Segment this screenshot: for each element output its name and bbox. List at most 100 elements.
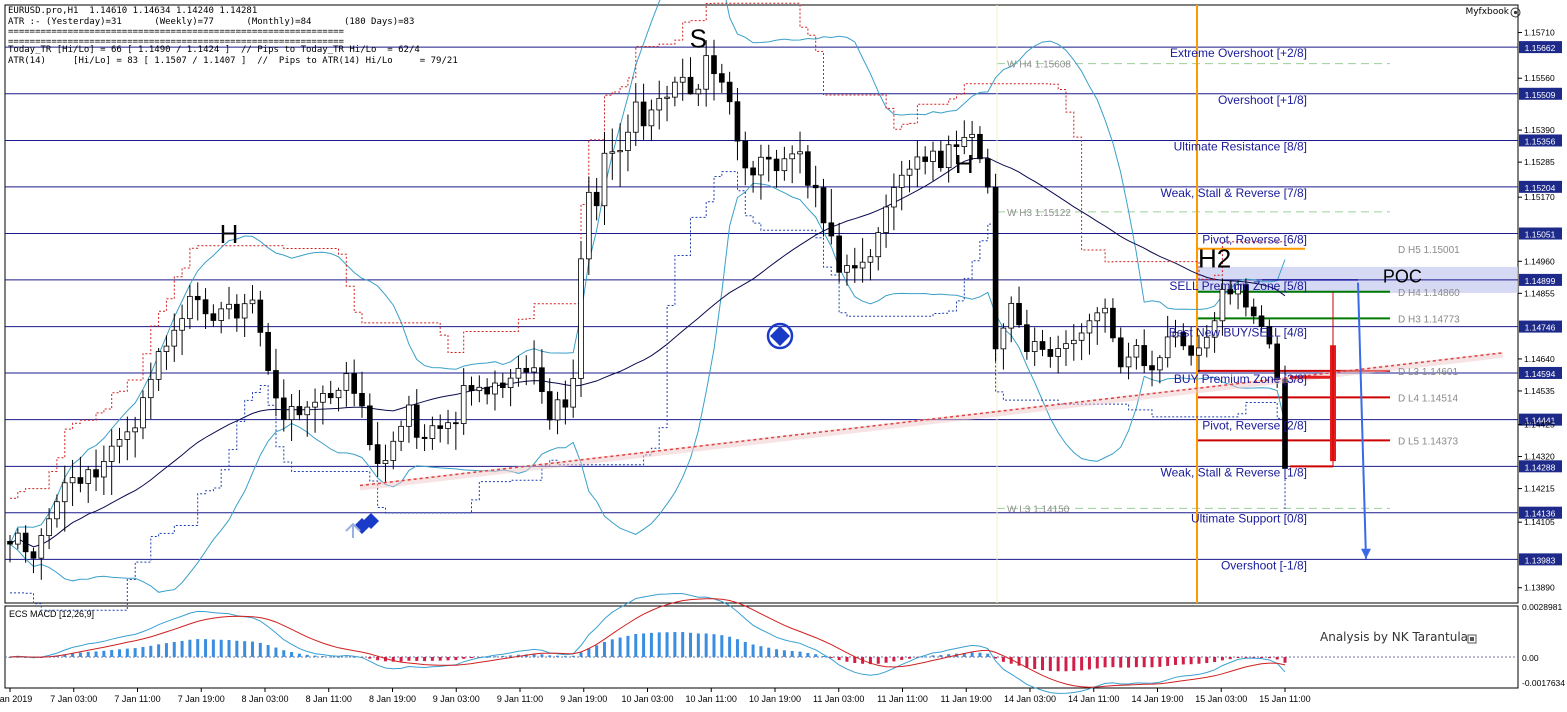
candle-up <box>218 308 225 321</box>
price-tag-label: 1.15662 <box>1525 43 1556 53</box>
macd-histogram-bar <box>1181 656 1185 665</box>
candle-up <box>632 101 639 133</box>
macd-histogram-bar <box>994 656 998 659</box>
murrey-level-label: Ultimate Support [0/8] <box>1191 512 1307 526</box>
indicator-lines <box>9 0 1286 611</box>
candle <box>961 120 968 155</box>
macd-histogram-bar <box>806 652 810 657</box>
weekly-pivot-label: W H4 1.15608 <box>1007 60 1071 71</box>
candle <box>437 414 444 443</box>
macd-histogram-bar <box>970 652 974 657</box>
macd-histogram-bar <box>571 655 575 657</box>
price-tag-label: 1.13983 <box>1525 555 1556 565</box>
candle-down <box>484 386 490 395</box>
weekly-pivot-label: W L3 1.14150 <box>1007 504 1070 515</box>
weekly-pivot-label: W H3 1.15122 <box>1007 208 1071 219</box>
candle-up <box>492 382 498 395</box>
macd-histogram-bar <box>821 656 825 658</box>
candle <box>312 388 318 433</box>
candle-up <box>1086 320 1093 334</box>
candle-down <box>1250 306 1257 317</box>
candle <box>789 145 796 184</box>
macd-histogram-bar <box>235 640 239 657</box>
macd-panel: ECS MACD [12,26,9] 0.0028981 0.00 -0.001763… <box>5 592 1565 694</box>
candle <box>891 173 897 231</box>
candle <box>625 114 631 172</box>
candle-up <box>898 174 905 188</box>
candle <box>648 99 655 142</box>
murrey-level-label: Pivot, Reverse [2/8] <box>1202 419 1307 433</box>
candle <box>265 322 271 375</box>
macd-histogram-bar <box>634 634 638 657</box>
macd-histogram-bar <box>71 653 75 657</box>
macd-histogram-bar <box>188 639 192 657</box>
macd-histogram-bar <box>250 641 254 657</box>
macd-histogram-bar <box>1080 656 1084 671</box>
candle-up <box>398 425 404 442</box>
candle <box>147 362 154 420</box>
candle-up <box>304 406 311 416</box>
candle-up <box>515 367 522 379</box>
price-axis: 1.15662 1.15509 1.15356 1.15204 1.15051 1.148… <box>1518 27 1562 593</box>
candle <box>632 83 639 146</box>
credit-icon <box>1467 634 1477 644</box>
bollinger-upper-line <box>9 0 1286 545</box>
macd-histogram-bar <box>563 656 567 658</box>
candle <box>304 401 311 437</box>
murrey-level-label: Pivot, Reverse [6/8] <box>1202 233 1307 247</box>
candle-up <box>382 460 389 464</box>
candle <box>484 378 490 405</box>
macd-histogram-bar <box>1041 656 1045 671</box>
candle <box>969 120 975 160</box>
candle <box>734 87 741 161</box>
macd-histogram-bar <box>587 648 591 657</box>
macd-histogram-bar <box>532 654 536 657</box>
time-axis-label: 9 Jan 11:00 <box>497 694 543 704</box>
macd-line <box>9 592 1286 694</box>
candle-up <box>335 389 342 399</box>
macd-histogram-bar <box>423 656 427 662</box>
price-axis-tick-label: 1.13890 <box>1524 583 1555 593</box>
candle <box>69 459 76 506</box>
macd-histogram-bar <box>626 635 630 657</box>
macd-histogram-bar <box>407 656 411 661</box>
macd-histogram-bar <box>1213 656 1217 663</box>
pattern-annotation: H <box>955 149 974 179</box>
macd-histogram-bar <box>1119 656 1123 668</box>
price-axis-tick-label: 1.14640 <box>1524 354 1555 364</box>
candle-down <box>1117 337 1124 368</box>
macd-histogram-bar <box>1095 656 1099 669</box>
macd-histogram-bar <box>602 641 606 657</box>
macd-histogram-bar <box>1072 656 1076 671</box>
candle <box>398 420 404 452</box>
candle-up <box>132 427 138 433</box>
macd-histogram-bar <box>1197 656 1201 664</box>
candle-up <box>891 187 897 208</box>
candle-down <box>1149 365 1155 371</box>
candle <box>539 349 545 404</box>
macd-histogram-bar <box>767 647 771 657</box>
candle-down <box>750 167 756 176</box>
macd-histogram-bar <box>868 656 872 665</box>
candle-up <box>945 144 952 169</box>
macd-histogram-bar <box>1173 656 1177 665</box>
candle-down <box>1180 331 1187 347</box>
candle <box>155 347 162 391</box>
candle <box>984 148 991 194</box>
candle <box>1219 278 1226 336</box>
macd-tick-label: -0.0017634 <box>1522 678 1565 688</box>
candle <box>938 140 944 172</box>
macd-histogram-bar <box>243 641 247 657</box>
candle-up <box>781 158 788 172</box>
price-axis-tick-label: 1.14535 <box>1524 386 1555 396</box>
macd-histogram-bar <box>782 650 786 657</box>
candle <box>108 429 115 495</box>
murrey-level-label: Weak, Stall & Reverse [7/8] <box>1160 186 1307 200</box>
candle <box>851 247 858 283</box>
macd-histogram-bar <box>908 656 912 659</box>
macd-histogram-bar <box>1017 656 1021 666</box>
candle-down <box>194 295 201 301</box>
candle <box>742 131 749 186</box>
time-axis-label: 9 Jan 03:00 <box>433 694 480 704</box>
time-axis-label: 9 Jan 19:00 <box>560 694 607 704</box>
